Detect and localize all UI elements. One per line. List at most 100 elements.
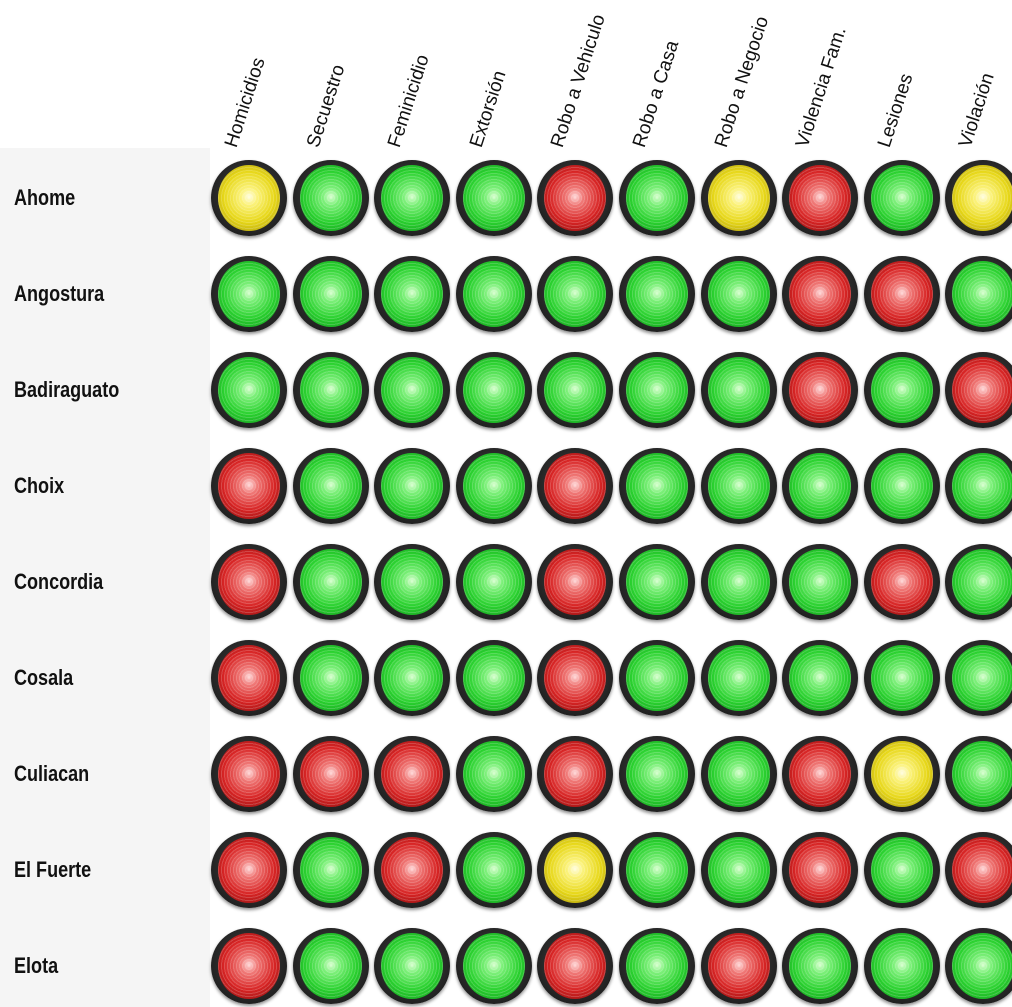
traffic-light-green (619, 448, 695, 524)
lamp-green (381, 933, 444, 999)
row-label: Badiraguato (14, 377, 120, 402)
traffic-light-green (455, 352, 532, 428)
column-header: Extorsión (465, 68, 511, 150)
traffic-light-green (292, 832, 369, 908)
traffic-light-red (211, 640, 287, 716)
lamp-green (626, 933, 688, 999)
traffic-light-green (863, 160, 940, 236)
traffic-light-red (537, 160, 614, 236)
traffic-light-red (782, 736, 859, 812)
traffic-light-green (700, 352, 777, 428)
lamp-green (707, 645, 770, 711)
lamp-yellow (952, 165, 1012, 231)
lamp-green (462, 837, 525, 903)
traffic-light-green (374, 928, 451, 1004)
lamp-red (952, 357, 1012, 423)
lamp-green (626, 261, 688, 327)
traffic-light-green (700, 736, 777, 812)
traffic-light-red (782, 352, 859, 428)
lamp-red (789, 165, 852, 231)
traffic-light-red (211, 736, 287, 812)
traffic-light-red (700, 928, 777, 1004)
lamp-green (952, 261, 1012, 327)
traffic-light-green (455, 928, 532, 1004)
traffic-light-green (619, 640, 695, 716)
lamp-red (218, 741, 280, 807)
lamp-green (462, 549, 525, 615)
lamp-green (626, 741, 688, 807)
traffic-light-green (863, 832, 940, 908)
lamp-green (707, 261, 770, 327)
traffic-light-yellow (211, 160, 287, 236)
traffic-light-green (537, 256, 614, 332)
traffic-light-green (782, 448, 859, 524)
row-label: Culiacan (14, 761, 90, 786)
lamp-red (870, 261, 933, 327)
lamp-green (952, 933, 1012, 999)
traffic-light-green (700, 832, 777, 908)
traffic-light-green (455, 448, 532, 524)
traffic-light-red (863, 544, 940, 620)
lamp-green (707, 549, 770, 615)
lamp-red (544, 741, 607, 807)
traffic-light-green (945, 640, 1012, 716)
traffic-light-green (211, 352, 287, 428)
traffic-light-green (374, 544, 451, 620)
traffic-light-green (374, 352, 451, 428)
lamp-red (544, 549, 607, 615)
row-label: Concordia (14, 569, 104, 594)
traffic-light-yellow (700, 160, 777, 236)
lamp-green (462, 165, 525, 231)
traffic-light-red (537, 640, 614, 716)
lamp-green (299, 453, 362, 519)
lamp-green (870, 645, 933, 711)
traffic-light-green (292, 352, 369, 428)
traffic-light-green (455, 160, 532, 236)
lamp-red (381, 837, 444, 903)
lamp-green (707, 357, 770, 423)
traffic-light-red (537, 448, 614, 524)
traffic-light-green (455, 544, 532, 620)
traffic-light-green (945, 928, 1012, 1004)
lamp-green (381, 261, 444, 327)
traffic-light-green (863, 640, 940, 716)
lamp-red (218, 837, 280, 903)
traffic-light-green (292, 160, 369, 236)
traffic-light-green (619, 736, 695, 812)
traffic-light-green (863, 928, 940, 1004)
column-header: Homicidios (221, 55, 270, 150)
traffic-light-red (211, 832, 287, 908)
traffic-light-green (619, 256, 695, 332)
traffic-light-green (863, 352, 940, 428)
lamp-green (789, 645, 852, 711)
lamp-green (870, 933, 933, 999)
traffic-light-green (211, 256, 287, 332)
traffic-light-green (782, 544, 859, 620)
traffic-light-red (945, 352, 1012, 428)
traffic-light-green (700, 448, 777, 524)
lamp-green (299, 261, 362, 327)
traffic-light-green (782, 928, 859, 1004)
lamp-red (544, 645, 607, 711)
lamp-yellow (544, 837, 607, 903)
row-label-panel (0, 148, 210, 1007)
traffic-light-red (782, 160, 859, 236)
lamp-green (626, 453, 688, 519)
lamp-green (462, 357, 525, 423)
row-label: Angostura (14, 281, 105, 306)
traffic-light-green (700, 256, 777, 332)
lamp-yellow (870, 741, 933, 807)
lamp-red (544, 933, 607, 999)
traffic-light-red (211, 928, 287, 1004)
lamp-green (299, 165, 362, 231)
row-label: Cosala (14, 665, 74, 690)
lamp-green (544, 357, 607, 423)
lamp-red (870, 549, 933, 615)
lamp-green (626, 165, 688, 231)
lamp-red (544, 165, 607, 231)
lamp-red (218, 549, 280, 615)
lamp-green (299, 357, 362, 423)
column-header: Robo a Negocio (710, 13, 773, 150)
lamp-green (707, 453, 770, 519)
